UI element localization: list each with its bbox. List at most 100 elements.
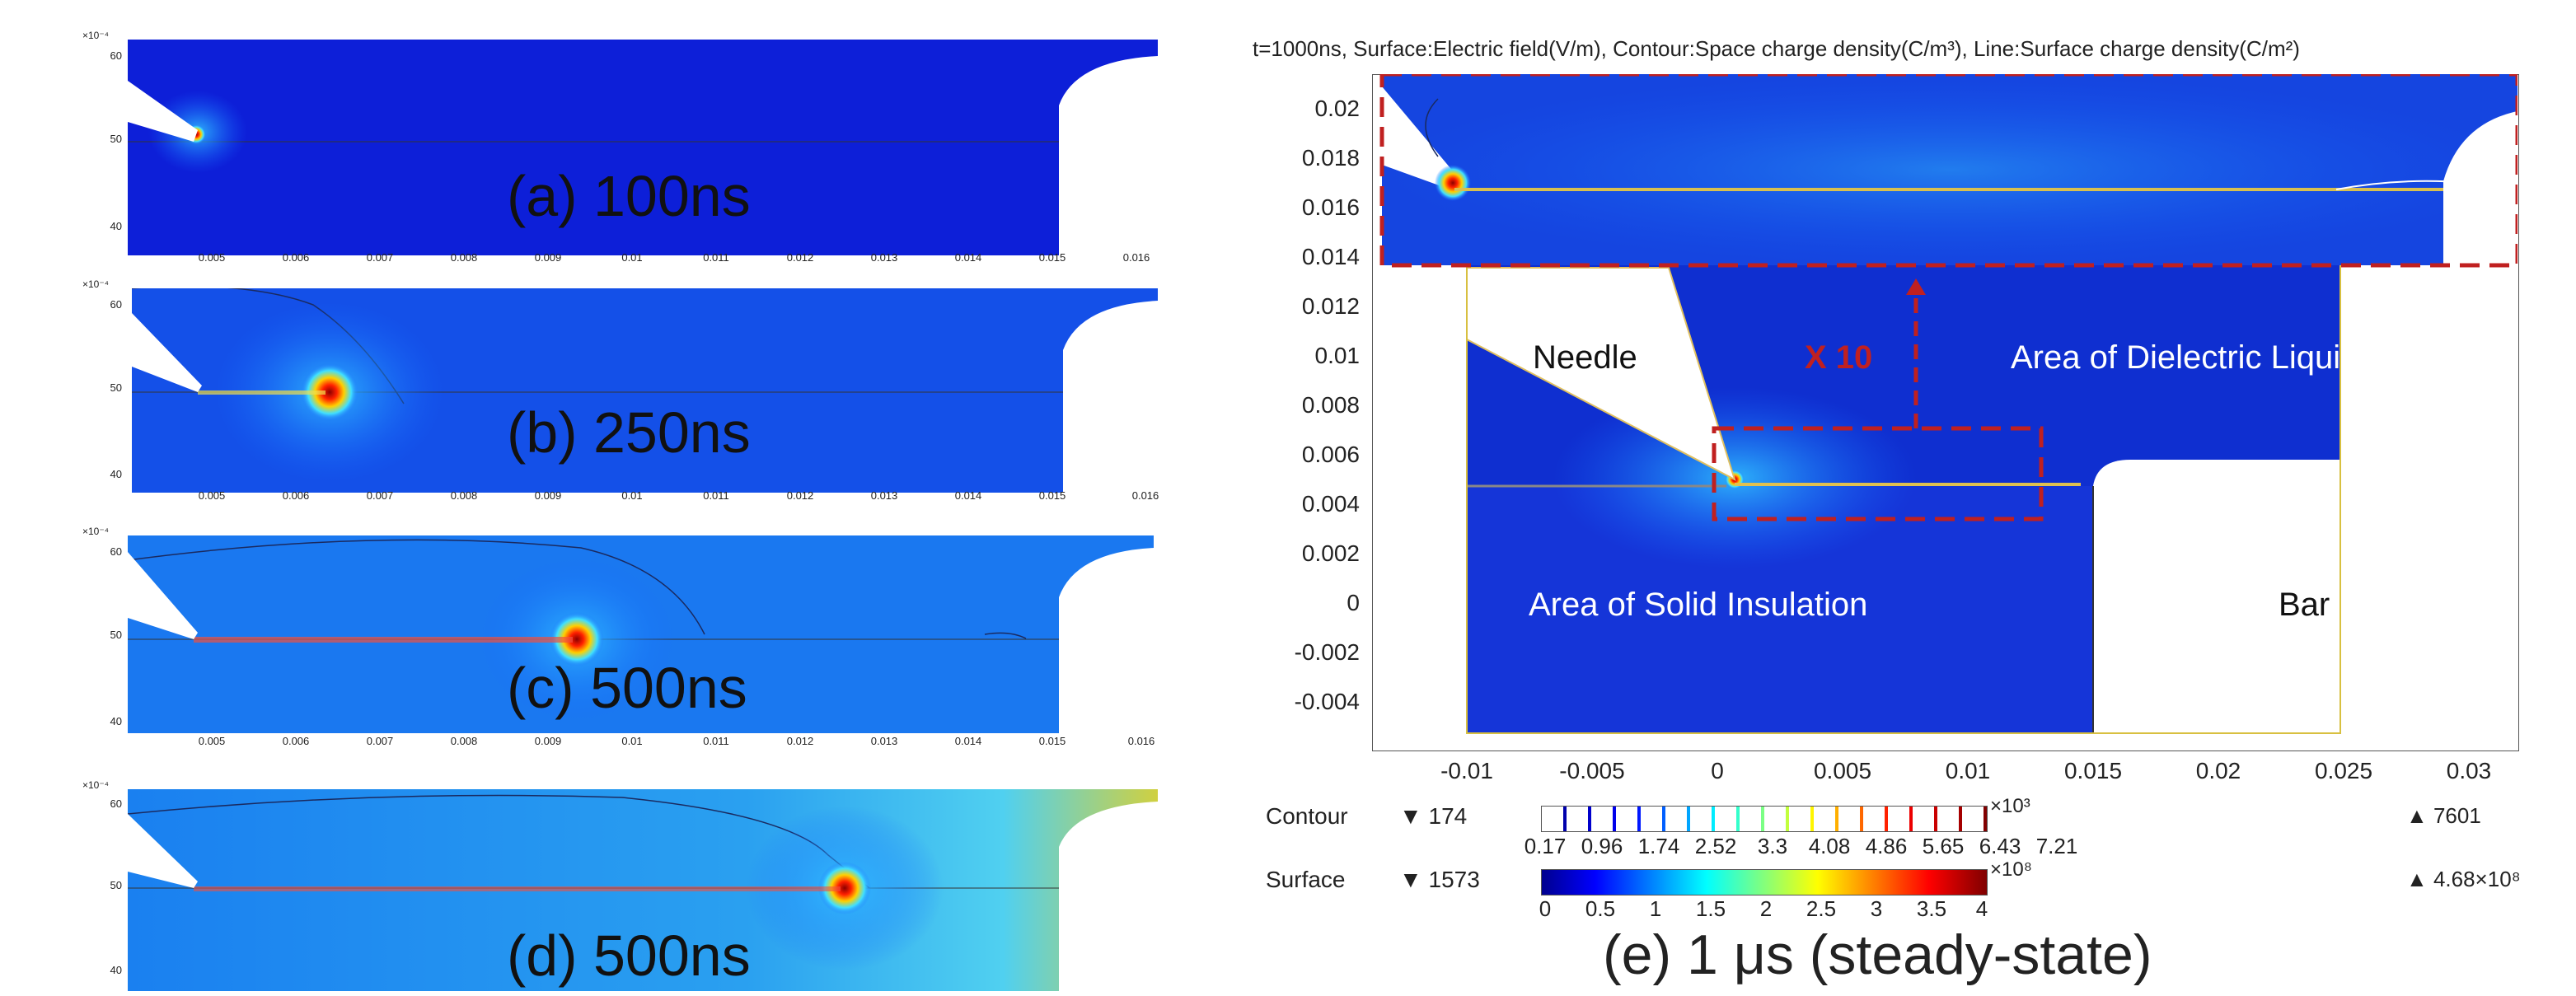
x-tick: 0.015 — [1038, 489, 1066, 502]
x-tick: 0.013 — [870, 489, 898, 502]
y-tick: 0.002 — [1301, 540, 1360, 566]
x-tick: 0.009 — [534, 251, 562, 264]
field-diagram — [1379, 74, 2517, 734]
surface-min: ▼ 1573 — [1399, 867, 1480, 892]
x-tick: 0.03 — [2446, 758, 2492, 783]
surface-tick: 3 — [1870, 896, 1883, 921]
x-tick: 0.014 — [954, 489, 982, 502]
y-exponent: ×10⁻⁴ — [82, 526, 109, 537]
y-tick: 0.008 — [1301, 392, 1360, 418]
y-tick: 40 — [110, 468, 122, 480]
y-tick: 60 — [110, 298, 122, 311]
field-plot — [128, 789, 1158, 991]
surface-tick: 1 — [1649, 896, 1662, 921]
x-tick: 0.012 — [786, 735, 814, 747]
x-tick: 0.009 — [534, 489, 562, 502]
y-tick: 60 — [110, 545, 122, 558]
y-tick: 40 — [110, 964, 122, 976]
contour-tick: 3.3 — [1757, 834, 1788, 858]
surface-tick: 2 — [1759, 896, 1773, 921]
contour-tick: 6.43 — [1979, 834, 2021, 858]
x-tick: 0.006 — [282, 489, 310, 502]
surface-tick: 0.5 — [1585, 896, 1616, 921]
x-tick: 0.007 — [366, 251, 394, 264]
bar-label: Bar — [2279, 587, 2330, 623]
x-tick: 0.008 — [450, 735, 478, 747]
x-tick: 0.011 — [703, 735, 729, 747]
y-tick: 60 — [110, 797, 122, 810]
x-tick: 0.007 — [366, 489, 394, 502]
y-tick: 50 — [110, 629, 122, 641]
x-tick: -0.01 — [1440, 758, 1493, 783]
contour-tick: 7.21 — [2035, 834, 2078, 858]
contour-tick: 1.74 — [1637, 834, 1680, 858]
panel-label: (c) 500ns — [507, 656, 747, 720]
contour-tick: 4.08 — [1808, 834, 1851, 858]
y-tick: 0.004 — [1301, 491, 1360, 517]
x-tick: 0.025 — [2314, 758, 2373, 783]
y-exponent: ×10⁻⁴ — [82, 779, 109, 791]
x-tick: 0.013 — [870, 735, 898, 747]
contour-tick: 0.96 — [1581, 834, 1623, 858]
contour-tick: 5.65 — [1922, 834, 1965, 858]
x-tick: 0.007 — [366, 735, 394, 747]
contour-label: Contour — [1266, 803, 1348, 829]
dielectric-label: Area of Dielectric Liquid — [2011, 339, 2359, 376]
x-tick: 0.012 — [786, 251, 814, 264]
surface-colorbar — [1541, 869, 1988, 895]
surface-tick: 0 — [1539, 896, 1552, 921]
y-tick: -0.004 — [1294, 689, 1360, 714]
x-tick: 0.013 — [870, 251, 898, 264]
x-tick: 0.01 — [1945, 758, 1991, 783]
panel-label: (b) 250ns — [507, 400, 751, 465]
panel-b: ×10⁻⁴ 60 50 40 (b) 250ns 0.005 0.006 0.0… — [0, 272, 1178, 507]
y-tick: 50 — [110, 133, 122, 145]
surface-max: ▲ 4.68×10⁸ — [2406, 867, 2521, 891]
y-tick: 0.018 — [1301, 145, 1360, 171]
x-tick: 0 — [1711, 758, 1724, 783]
surface-tick: 4 — [1975, 896, 1988, 921]
y-exponent: ×10⁻⁴ — [82, 30, 109, 41]
surface-tick: 3.5 — [1916, 896, 1947, 921]
field-plot — [128, 535, 1154, 733]
contour-tick: 0.17 — [1524, 834, 1567, 858]
x-tick: 0.005 — [198, 251, 226, 264]
x-tick: 0.015 — [2063, 758, 2123, 783]
panel-c: ×10⁻⁴ 60 50 40 (c) 500ns 0.005 0.006 0.0… — [0, 519, 1178, 754]
contour-colorbar — [1541, 806, 1988, 832]
y-tick: 0.006 — [1301, 442, 1360, 467]
x-tick: 0.01 — [621, 735, 643, 747]
x-tick: 0.02 — [2195, 758, 2241, 783]
panel-label: (d) 500ns — [507, 924, 751, 988]
field-plot — [128, 40, 1158, 255]
plot-title: t=1000ns, Surface:Electric field(V/m), C… — [1253, 36, 2300, 61]
surface-exponent: ×10⁸ — [1990, 858, 2032, 881]
contour-min: ▼ 174 — [1399, 803, 1468, 829]
x-tick: 0.01 — [621, 251, 643, 264]
contour-max: ▲ 7601 — [2406, 803, 2481, 828]
contour-exponent: ×10³ — [1990, 795, 2030, 817]
x-tick: 0.008 — [450, 251, 478, 264]
contour-tick: 4.86 — [1865, 834, 1908, 858]
field-plot — [132, 288, 1158, 493]
x-tick: 0.008 — [450, 489, 478, 502]
panel-e: t=1000ns, Surface:Electric field(V/m), C… — [1236, 0, 2576, 996]
y-tick: 0.016 — [1301, 194, 1360, 220]
y-tick: 50 — [110, 879, 122, 891]
x-tick: 0.011 — [703, 251, 729, 264]
x-tick: 0.016 — [1131, 489, 1159, 502]
x-tick: 0.012 — [786, 489, 814, 502]
x-tick: 0.005 — [198, 735, 226, 747]
y-tick: 40 — [110, 715, 122, 727]
x-tick: 0.015 — [1038, 735, 1066, 747]
y-tick: 0.01 — [1314, 343, 1361, 368]
y-tick: 0.014 — [1301, 244, 1360, 269]
x-tick: -0.005 — [1559, 758, 1625, 783]
panel-label: (a) 100ns — [507, 164, 751, 228]
x-tick: 0.011 — [703, 489, 729, 502]
x-tick: 0.015 — [1038, 251, 1066, 264]
x-tick: 0.006 — [282, 251, 310, 264]
y-exponent: ×10⁻⁴ — [82, 278, 109, 290]
solid-label: Area of Solid Insulation — [1529, 587, 1868, 623]
needle-label: Needle — [1533, 339, 1637, 376]
